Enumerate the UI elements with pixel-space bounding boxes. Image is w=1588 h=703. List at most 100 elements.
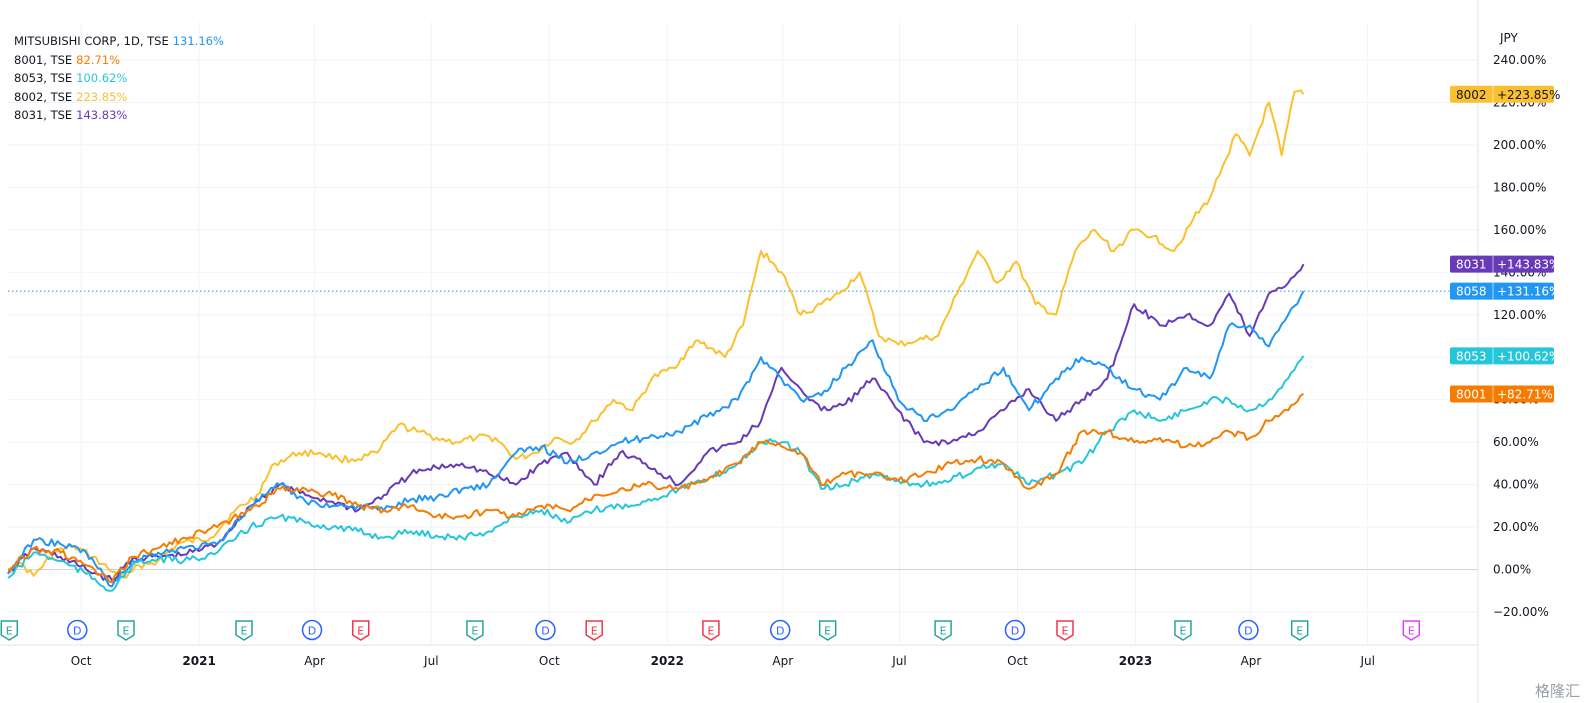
earnings-icon[interactable]: E xyxy=(585,620,603,641)
earnings-icon-shape xyxy=(702,620,720,641)
price-badge-8001[interactable]: 8001 +82.71% xyxy=(1450,385,1554,403)
earnings-icon[interactable]: E xyxy=(235,620,253,641)
price-badge-bg xyxy=(1450,385,1554,403)
x-tick-label: Oct xyxy=(539,654,560,668)
earnings-icon[interactable]: E xyxy=(351,620,370,641)
earnings-icon[interactable]: E xyxy=(1174,620,1192,641)
earnings-icon[interactable]: E xyxy=(1290,620,1309,641)
dividend-icon[interactable]: D xyxy=(301,619,323,641)
y-tick-label: 160.00% xyxy=(1493,223,1546,237)
series-line-8001[interactable] xyxy=(8,393,1305,584)
x-tick-label: Jul xyxy=(1359,654,1374,668)
price-badge-8058[interactable]: 8058 +131.16% xyxy=(1450,282,1560,300)
series-group xyxy=(7,89,1305,592)
earnings-icon[interactable]: E xyxy=(1402,620,1421,641)
legend-label: 8053, TSE xyxy=(14,71,73,85)
price-badge-value: +82.71% xyxy=(1497,387,1553,401)
dividend-icon[interactable]: D xyxy=(1238,619,1259,641)
event-marker-letter: E xyxy=(357,625,364,638)
dividend-icon-circle xyxy=(1004,619,1026,641)
x-tick-label: Jul xyxy=(891,654,906,668)
earnings-icon[interactable]: E xyxy=(818,620,837,641)
price-badge-8031[interactable]: 8031 +143.83% xyxy=(1450,255,1560,273)
dividend-icon[interactable]: D xyxy=(1004,619,1026,641)
price-badge-symbol: 8058 xyxy=(1456,285,1487,299)
price-badge-value: +223.85% xyxy=(1497,88,1560,102)
x-tick-label: Oct xyxy=(1007,654,1028,668)
earnings-icon[interactable]: E xyxy=(1056,620,1074,641)
price-badge-bg xyxy=(1450,282,1554,300)
event-marker-letter: E xyxy=(471,625,478,638)
price-badge-symbol: 8002 xyxy=(1456,88,1487,102)
x-tick-label: 2021 xyxy=(182,654,215,668)
price-badge-bg xyxy=(1450,85,1554,103)
legend-row-8058[interactable]: MITSUBISHI CORP, 1D, TSE 131.16% xyxy=(14,32,224,51)
x-tick-label: Apr xyxy=(772,654,793,668)
event-marker-letter: D xyxy=(541,625,549,638)
earnings-icon-shape xyxy=(235,620,253,641)
price-badge-8053[interactable]: 8053 +100.62% xyxy=(1450,347,1560,365)
y-tick-label: −20.00% xyxy=(1493,605,1549,619)
event-marker-letter: E xyxy=(1408,625,1415,638)
legend-label: MITSUBISHI CORP, 1D, TSE xyxy=(14,34,169,48)
series-line-8058[interactable] xyxy=(7,290,1305,588)
dividend-icon-circle xyxy=(301,619,323,641)
series-line-8053[interactable] xyxy=(7,355,1305,592)
price-badge-8002[interactable]: 8002 +223.85% xyxy=(1450,85,1560,103)
earnings-icon-shape xyxy=(934,620,952,641)
y-tick-label: 0.00% xyxy=(1493,563,1531,577)
earnings-icon[interactable]: E xyxy=(466,620,484,641)
x-tick-label: Apr xyxy=(304,654,325,668)
earnings-icon-shape xyxy=(1174,620,1192,641)
earnings-icon-shape xyxy=(818,620,837,641)
dividend-icon-circle xyxy=(769,619,791,641)
earnings-icon-shape xyxy=(585,620,603,641)
earnings-icon-shape xyxy=(466,620,484,641)
legend-row-8002[interactable]: 8002, TSE 223.85% xyxy=(14,88,224,107)
earnings-icon[interactable]: E xyxy=(0,620,19,641)
dividend-icon[interactable]: D xyxy=(769,619,791,641)
event-marker-letter: E xyxy=(707,625,714,638)
price-badge-symbol: 8001 xyxy=(1456,387,1487,401)
legend-value: 143.83% xyxy=(76,108,128,122)
price-badge-value: +131.16% xyxy=(1497,285,1560,299)
price-badge-bg xyxy=(1450,347,1554,365)
event-marker-letter: E xyxy=(940,625,947,638)
legend-row-8053[interactable]: 8053, TSE 100.62% xyxy=(14,69,224,88)
earnings-icon-shape xyxy=(0,620,19,641)
event-marker-letter: D xyxy=(1011,625,1019,638)
legend-value: 100.62% xyxy=(76,71,128,85)
legend: MITSUBISHI CORP, 1D, TSE 131.16% 8001, TS… xyxy=(14,32,224,125)
currency-label: JPY xyxy=(1499,31,1519,45)
legend-label: 8002, TSE xyxy=(14,89,73,104)
earnings-icon[interactable]: E xyxy=(702,620,720,641)
dividend-icon[interactable]: D xyxy=(67,619,88,641)
y-tick-label: 180.00% xyxy=(1493,180,1546,194)
legend-row-8031[interactable]: 8031, TSE 143.83% xyxy=(14,106,224,125)
legend-value: 223.85% xyxy=(76,89,128,104)
price-badge-bg xyxy=(1450,255,1554,273)
x-tick-label: Apr xyxy=(1241,654,1262,668)
dividend-icon-circle xyxy=(67,619,88,641)
earnings-icon-shape xyxy=(1290,620,1309,641)
event-marker-letter: D xyxy=(308,625,316,638)
earnings-icon[interactable]: E xyxy=(117,620,135,641)
earnings-icon-shape xyxy=(117,620,135,641)
y-tick-label: 120.00% xyxy=(1493,308,1546,322)
event-marker-letter: E xyxy=(1179,625,1186,638)
earnings-icon[interactable]: E xyxy=(934,620,952,641)
y-tick-label: 240.00% xyxy=(1493,53,1546,67)
legend-row-8001[interactable]: 8001, TSE 82.71% xyxy=(14,51,224,70)
event-marker-letter: D xyxy=(1244,625,1252,638)
series-line-8002[interactable] xyxy=(7,89,1305,579)
dividend-icon-circle xyxy=(1238,619,1259,641)
y-tick-label: 40.00% xyxy=(1493,478,1539,492)
y-tick-label: 200.00% xyxy=(1493,138,1546,152)
y-tick-label: 60.00% xyxy=(1493,435,1539,449)
price-badges: 8002 +223.85% 8031 +143.83% 8058 +131.16% 8053… xyxy=(1450,85,1560,403)
dividend-icon[interactable]: D xyxy=(535,619,556,641)
y-tick-label: 20.00% xyxy=(1493,520,1539,534)
price-badge-symbol: 8031 xyxy=(1456,258,1487,272)
